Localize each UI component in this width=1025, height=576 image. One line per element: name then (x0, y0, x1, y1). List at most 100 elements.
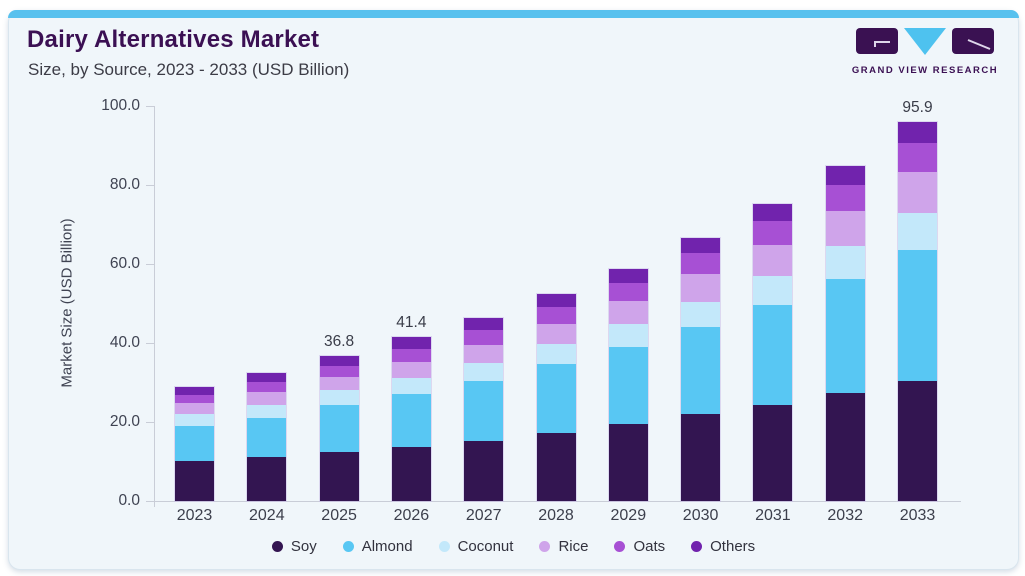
bar-2024-coconut-segment[interactable] (247, 404, 287, 419)
bar-2033-coconut-segment[interactable] (898, 213, 937, 251)
bar-2024-soy-segment[interactable] (247, 457, 287, 501)
legend-swatch-coconut (438, 541, 450, 552)
bar-2027-others-segment[interactable] (464, 318, 504, 330)
bar-2027-rice-segment[interactable] (464, 344, 504, 364)
bar-2023-rice-segment[interactable] (175, 402, 214, 415)
x-tick-label-2031: 2031 (755, 507, 791, 524)
bar-2030-almond-segment[interactable] (681, 327, 721, 415)
bar-2028[interactable] (535, 293, 577, 502)
bar-2026-rice-segment[interactable] (391, 361, 431, 379)
bar-2029[interactable] (607, 267, 649, 502)
bar-2029-coconut-segment[interactable] (608, 324, 648, 348)
bar-2023-oats-segment[interactable] (175, 394, 214, 403)
y-axis-line (154, 106, 155, 507)
x-tick-label-2029: 2029 (610, 507, 647, 524)
bar-2025-others-segment[interactable] (319, 355, 359, 367)
bar-2033-almond-segment[interactable] (898, 250, 937, 381)
bar-2027-almond-segment[interactable] (464, 381, 504, 441)
gvr-logo-v-triangle (904, 28, 946, 55)
bar-2033-oats-segment[interactable] (898, 142, 937, 173)
bar-2025-coconut-segment[interactable] (319, 390, 359, 405)
bar-2023-others-segment[interactable] (175, 386, 214, 395)
bar-2030-oats-segment[interactable] (681, 253, 721, 275)
bar-2025-almond-segment[interactable] (319, 405, 359, 453)
bar-2025[interactable] (318, 354, 360, 502)
bar-2029-soy-segment[interactable] (608, 424, 648, 501)
bar-2025-rice-segment[interactable] (319, 377, 359, 391)
bar-2030-coconut-segment[interactable] (681, 301, 721, 328)
bar-2031-almond-segment[interactable] (753, 305, 793, 405)
bar-2024-rice-segment[interactable] (247, 391, 287, 405)
bar-2033-rice-segment[interactable] (898, 172, 937, 214)
x-tick-label-2033: 2033 (899, 507, 936, 524)
bar-2031[interactable] (752, 202, 794, 502)
bar-2023-soy-segment[interactable] (175, 460, 214, 501)
legend-label-rice: Rice (558, 538, 589, 555)
bar-2025-soy-segment[interactable] (319, 452, 359, 501)
bar-2030[interactable] (680, 236, 722, 502)
bar-2029-rice-segment[interactable] (608, 300, 648, 325)
bar-2024-almond-segment[interactable] (247, 418, 287, 458)
bar-2027[interactable] (463, 317, 505, 502)
bar-2029-oats-segment[interactable] (608, 282, 648, 301)
legend-item-rice[interactable]: Rice (539, 538, 588, 555)
bar-2031-oats-segment[interactable] (753, 221, 793, 246)
bar-2033-others-segment[interactable] (898, 122, 937, 143)
report-card: Dairy Alternatives Market Size, by Sourc… (8, 10, 1019, 570)
bar-2027-oats-segment[interactable] (464, 329, 504, 345)
bar-2028-soy-segment[interactable] (536, 432, 576, 501)
bar-2031-soy-segment[interactable] (753, 404, 793, 501)
bar-2031-coconut-segment[interactable] (753, 275, 793, 306)
bar-2027-coconut-segment[interactable] (464, 363, 504, 382)
legend-swatch-soy (271, 541, 283, 552)
bar-2023-coconut-segment[interactable] (175, 414, 214, 427)
bar-2025-oats-segment[interactable] (319, 366, 359, 378)
legend-item-oats[interactable]: Oats (614, 538, 665, 555)
bar-2028-oats-segment[interactable] (536, 307, 576, 324)
legend-item-coconut[interactable]: Coconut (438, 538, 513, 555)
bar-2032-coconut-segment[interactable] (825, 245, 865, 279)
legend-label-oats: Oats (633, 538, 666, 555)
bar-total-label-2033: 95.9 (902, 99, 933, 117)
bar-2024-oats-segment[interactable] (247, 382, 287, 392)
bar-2023-almond-segment[interactable] (175, 426, 214, 461)
bar-2030-soy-segment[interactable] (681, 414, 721, 501)
bar-2031-rice-segment[interactable] (753, 245, 793, 276)
legend-item-almond[interactable]: Almond (342, 538, 413, 555)
bar-2023[interactable] (174, 385, 215, 502)
bar-2032-oats-segment[interactable] (825, 184, 865, 212)
page-subtitle: Size, by Source, 2023 - 2033 (USD Billio… (28, 60, 350, 79)
x-tick-label-2025: 2025 (321, 507, 357, 524)
bar-2029-almond-segment[interactable] (608, 347, 648, 425)
bar-2033[interactable] (897, 121, 938, 502)
bar-2032-others-segment[interactable] (825, 165, 865, 185)
bar-2026-others-segment[interactable] (391, 337, 431, 349)
bar-2032-soy-segment[interactable] (825, 392, 865, 501)
bar-2028-others-segment[interactable] (536, 294, 576, 308)
bar-2024[interactable] (246, 372, 288, 502)
bar-2031-others-segment[interactable] (753, 203, 793, 222)
x-tick-label-2032: 2032 (827, 507, 863, 524)
bar-2026-oats-segment[interactable] (391, 348, 431, 362)
bar-2028-almond-segment[interactable] (536, 363, 576, 433)
bar-2026-soy-segment[interactable] (391, 446, 431, 501)
bar-2026-coconut-segment[interactable] (391, 378, 431, 394)
legend-item-soy[interactable]: Soy (271, 538, 317, 555)
bar-2029-others-segment[interactable] (608, 268, 648, 283)
bar-2032-rice-segment[interactable] (825, 211, 865, 246)
y-axis-tick-100.0 (146, 106, 154, 107)
bar-2026-almond-segment[interactable] (391, 393, 431, 447)
bar-2026[interactable] (390, 336, 432, 502)
bar-2028-coconut-segment[interactable] (536, 343, 576, 364)
bar-2027-soy-segment[interactable] (464, 440, 504, 501)
bar-2030-rice-segment[interactable] (681, 274, 721, 302)
bar-2030-others-segment[interactable] (681, 237, 721, 254)
bar-2033-soy-segment[interactable] (898, 380, 937, 501)
bar-2032[interactable] (824, 164, 866, 502)
legend-item-others[interactable]: Others (691, 538, 755, 555)
legend-label-almond: Almond (361, 538, 413, 555)
bar-2028-rice-segment[interactable] (536, 323, 576, 344)
bar-2024-others-segment[interactable] (247, 373, 287, 383)
x-tick-label-2028: 2028 (538, 507, 574, 524)
bar-2032-almond-segment[interactable] (825, 279, 865, 393)
